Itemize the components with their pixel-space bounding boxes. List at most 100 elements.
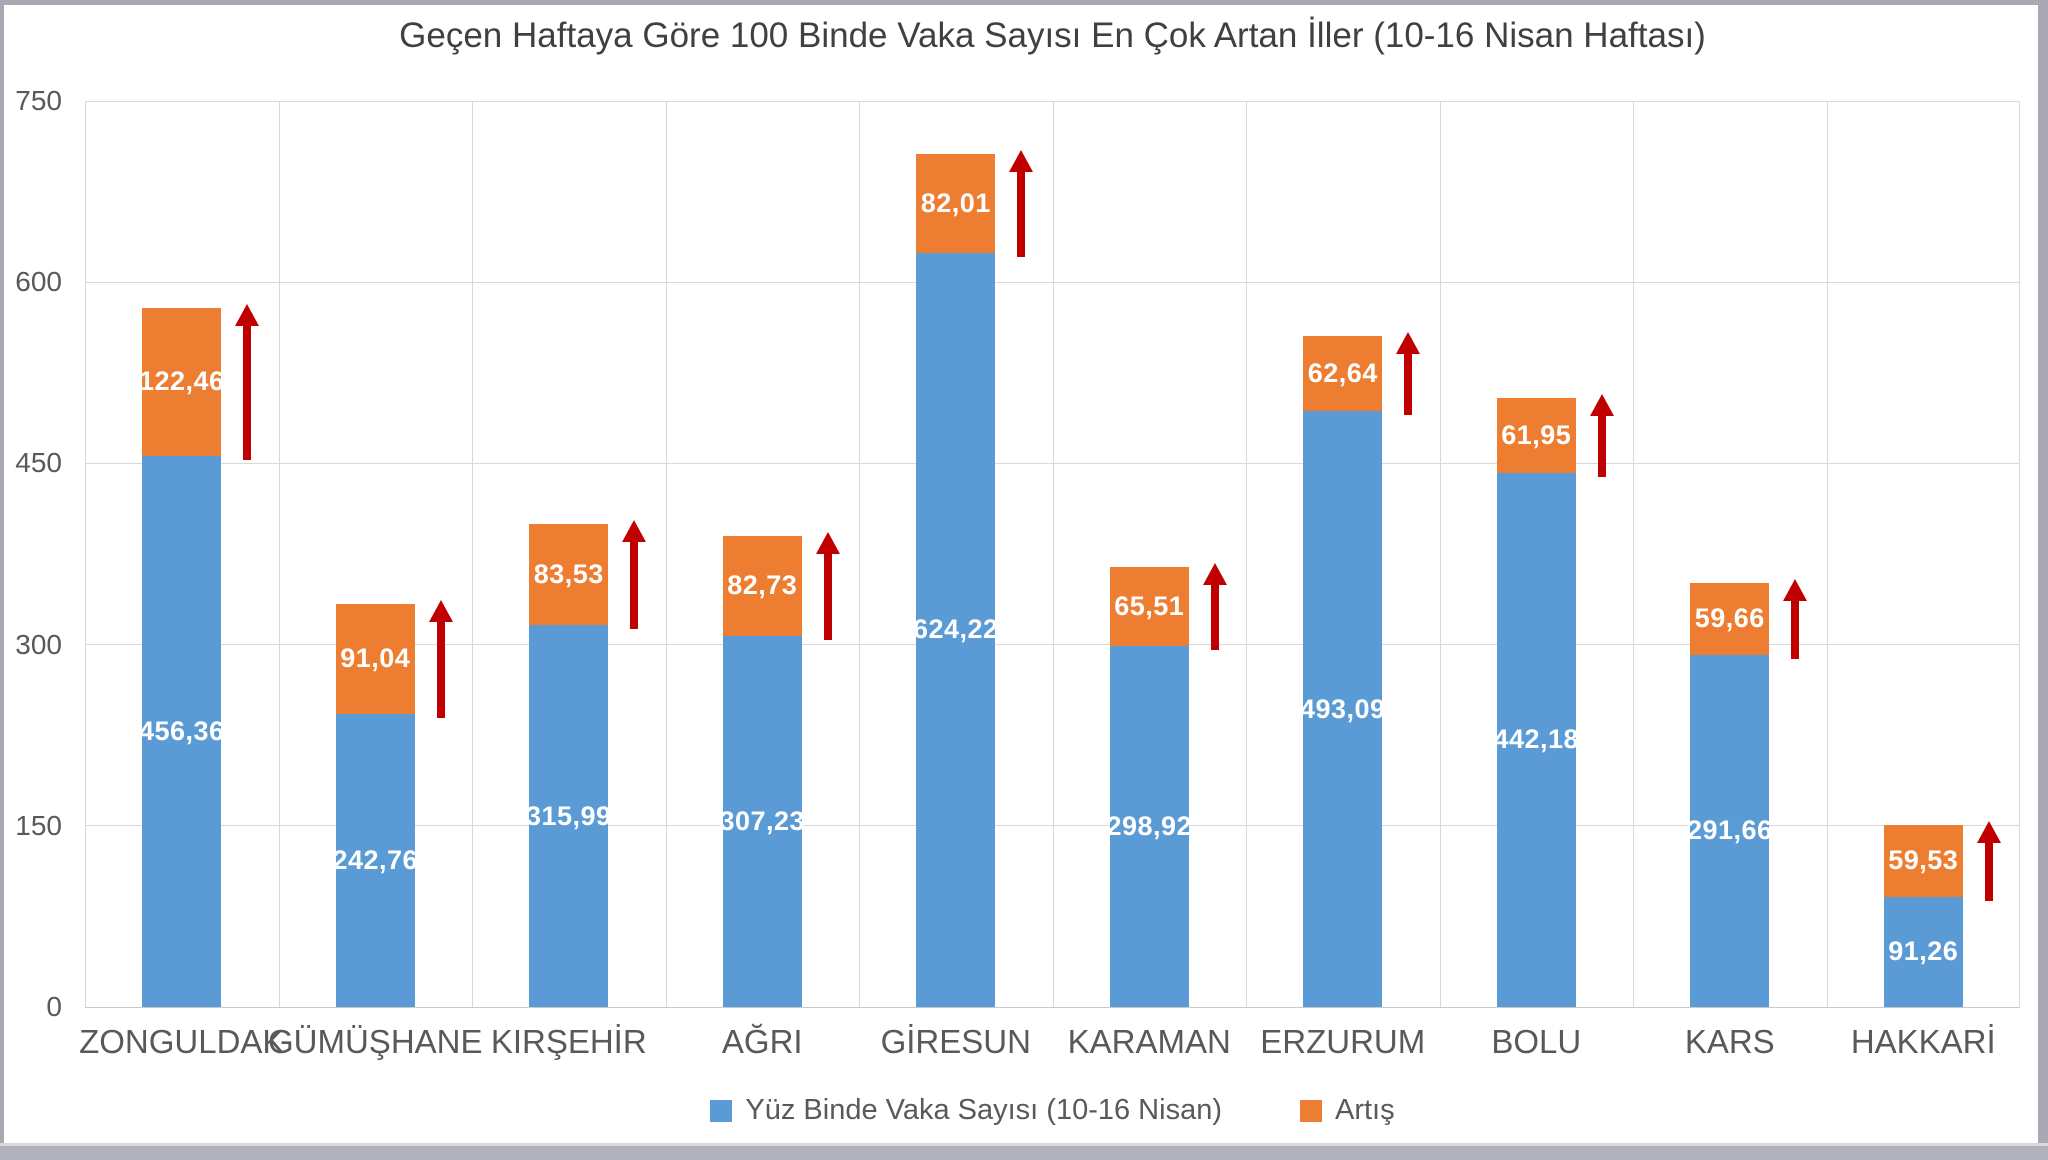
bar-segment-increase: 82,73: [722, 535, 802, 636]
window-frame-right: [2038, 0, 2048, 1160]
legend-swatch: [1299, 1099, 1322, 1122]
bar-value-label: 442,18: [1493, 724, 1580, 755]
bar-segment-cases: 91,26: [1883, 896, 1963, 1007]
legend-item: Yüz Binde Vaka Sayısı (10-16 Nisan): [710, 1094, 1222, 1127]
increase-up-arrow-icon: [243, 323, 252, 460]
increase-up-arrow-icon: [1017, 169, 1026, 257]
category-label: ZONGULDAK: [79, 1023, 285, 1060]
bar-segment-increase: 61,95: [1496, 398, 1576, 473]
legend-label: Artış: [1334, 1094, 1395, 1126]
increase-up-arrow-icon: [436, 619, 445, 718]
increase-up-arrow-icon: [1589, 394, 1614, 416]
category-label: ERZURUM: [1260, 1023, 1426, 1060]
bar-value-label: 456,36: [138, 715, 225, 746]
x-axis-category-labels: ZONGULDAK GÜMÜŞHANE KIRŞEHİR AĞRI GİRESUN KAR…: [79, 1023, 2020, 1067]
window-frame-top: [0, 0, 2048, 5]
bar-segment-increase: 83,53: [529, 524, 609, 626]
legend-label: Yüz Binde Vaka Sayısı (10-16 Nisan): [745, 1094, 1222, 1126]
y-axis-tick-label: 600: [15, 266, 62, 298]
bar-value-label: 82,73: [727, 570, 798, 601]
gridline-vertical: [1633, 101, 1634, 1007]
bar-segment-increase: 91,04: [335, 603, 415, 714]
bar-segment-cases: 298,92: [1106, 645, 1192, 1007]
window-frame-bottom: [0, 1143, 2048, 1160]
gridline-vertical: [859, 101, 860, 1007]
gridline-horizontal: [85, 1006, 2020, 1008]
legend: Yüz Binde Vaka Sayısı (10-16 Nisan) Artış: [85, 1094, 2020, 1127]
increase-up-arrow-icon: [1009, 149, 1034, 172]
bar-segment-increase: 59,53: [1883, 824, 1963, 897]
gridline-vertical: [2019, 101, 2020, 1007]
bar-value-label: 307,23: [719, 805, 806, 836]
bar-value-label: 83,53: [533, 559, 604, 590]
category-label: KIRŞEHİR: [490, 1023, 647, 1060]
increase-up-arrow-icon: [1396, 331, 1421, 354]
y-axis-tick-label: 150: [15, 809, 62, 841]
bar-segment-increase: 59,66: [1690, 582, 1770, 655]
bar-value-label: 91,04: [340, 643, 411, 674]
increase-up-arrow-icon: [622, 520, 647, 543]
category-label: KARAMAN: [1067, 1023, 1231, 1060]
category-label: BOLU: [1491, 1023, 1582, 1060]
increase-up-arrow-icon: [1404, 351, 1413, 416]
category-label: GÜMÜŞHANE: [267, 1023, 483, 1060]
gridline-vertical: [665, 101, 667, 1007]
bar-segment-cases: 307,23: [719, 635, 805, 1007]
y-axis-tick-label: 450: [15, 447, 62, 479]
category-label: HAKKARİ: [1850, 1023, 1996, 1060]
bar-value-label: 59,66: [1694, 603, 1765, 634]
increase-up-arrow-icon: [1976, 820, 2001, 843]
legend-item: Artış: [1299, 1094, 1395, 1127]
bar-segment-cases: 291,66: [1687, 654, 1772, 1007]
bar-segment-increase: 122,46: [139, 307, 224, 456]
bar-value-label: 65,51: [1114, 590, 1185, 621]
bar-value-label: 59,53: [1888, 845, 1959, 876]
bar-value-label: 298,92: [1106, 810, 1193, 841]
bar-value-label: 242,76: [332, 844, 419, 875]
gridline-vertical: [1439, 101, 1441, 1007]
bar-segment-cases: 493,09: [1300, 411, 1385, 1007]
chart-title: Geçen Haftaya Göre 100 Binde Vaka Sayısı…: [399, 16, 1706, 55]
bar-value-label: 291,66: [1686, 815, 1773, 846]
category-label: AĞRI: [721, 1023, 803, 1060]
bar-segment-cases: 315,99: [526, 625, 611, 1007]
bar-segment-increase: 82,01: [916, 153, 996, 253]
bar-segment-increase: 62,64: [1303, 335, 1383, 412]
bar-segment-cases: 442,18: [1493, 472, 1579, 1007]
legend-swatch: [710, 1099, 733, 1122]
increase-up-arrow-icon: [1791, 598, 1800, 659]
y-axis-tick-label: 0: [46, 991, 62, 1022]
increase-up-arrow-icon: [1202, 562, 1227, 585]
chart-plot-area: 456,36 122,46 242,76 91,04 315,99 83,53 307,23…: [85, 100, 2020, 1008]
y-axis-tick-label: 750: [15, 85, 62, 116]
gridline-vertical: [472, 101, 473, 1007]
increase-up-arrow-icon: [1597, 414, 1606, 477]
increase-up-arrow-icon: [1783, 578, 1808, 601]
increase-up-arrow-icon: [235, 303, 260, 326]
y-axis-tick-label: 300: [15, 628, 62, 660]
increase-up-arrow-icon: [1210, 582, 1219, 650]
gridline-vertical: [278, 101, 280, 1007]
bar-segment-cases: 456,36: [139, 455, 224, 1007]
bar-value-label: 82,01: [920, 187, 991, 218]
gridline-vertical: [1052, 101, 1054, 1007]
increase-up-arrow-icon: [815, 531, 840, 554]
increase-up-arrow-icon: [428, 599, 453, 622]
bar-value-label: 122,46: [138, 366, 225, 397]
category-label: KARS: [1684, 1023, 1775, 1060]
increase-up-arrow-icon: [630, 540, 639, 630]
category-label: GİRESUN: [880, 1023, 1031, 1060]
gridline-vertical: [85, 101, 86, 1007]
bar-value-label: 61,95: [1501, 419, 1572, 450]
bar-value-label: 493,09: [1299, 693, 1386, 724]
increase-up-arrow-icon: [1984, 840, 1993, 901]
window-frame-left: [0, 0, 4, 1160]
increase-up-arrow-icon: [823, 551, 832, 640]
bar-value-label: 315,99: [525, 800, 612, 831]
bar-segment-cases: 624,22: [913, 252, 998, 1007]
bar-value-label: 624,22: [912, 614, 999, 645]
gridline-vertical: [1826, 101, 1828, 1007]
bar-value-label: 62,64: [1307, 358, 1378, 388]
bar-segment-increase: 65,51: [1109, 566, 1189, 646]
bar-segment-cases: 242,76: [332, 713, 418, 1007]
